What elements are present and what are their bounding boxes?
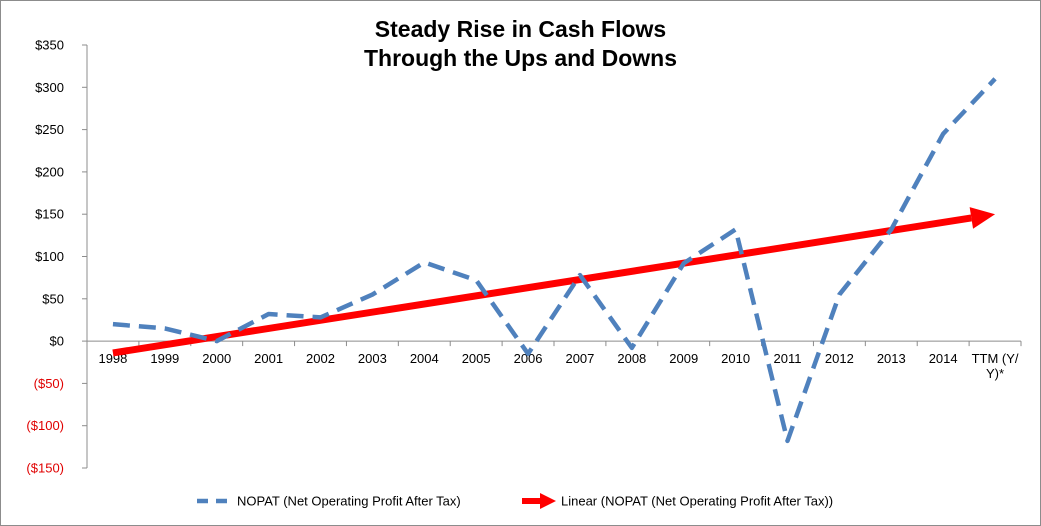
y-axis-ticks: $350 $300 $250 $200 $150 $100 $50 $0 ($50) ($100)… xyxy=(26,38,87,476)
y-tick-label: $150 xyxy=(35,207,64,222)
y-tick-label: $300 xyxy=(35,80,64,95)
x-tick-label: 2004 xyxy=(410,351,439,366)
legend-swatch-linear-head xyxy=(540,493,556,509)
x-tick-label: 2002 xyxy=(306,351,335,366)
nopat-line xyxy=(112,77,997,444)
trend-line-series xyxy=(112,207,996,357)
x-tick-label: 2010 xyxy=(721,351,750,366)
x-axis-ticks: 1998 1999 2000 2001 2002 2003 2004 2005 2006 2007… xyxy=(86,341,1022,381)
legend-label-nopat: NOPAT (Net Operating Profit After Tax) xyxy=(237,494,461,509)
y-tick-label: ($50) xyxy=(34,376,64,391)
x-tick-label: TTM (Y/Y)* xyxy=(972,351,1019,381)
y-tick-label: $0 xyxy=(50,334,64,349)
legend: NOPAT (Net Operating Profit After Tax) Li… xyxy=(197,493,833,509)
x-tick-label: 2006 xyxy=(514,351,543,366)
x-tick-label: 2005 xyxy=(462,351,491,366)
chart-title: Steady Rise in Cash Flows Through the Up… xyxy=(1,15,1040,73)
chart-title-line-2: Through the Ups and Downs xyxy=(363,45,678,71)
x-tick-label: 2008 xyxy=(617,351,646,366)
x-tick-label: 1999 xyxy=(150,351,179,366)
y-tick-label: $250 xyxy=(35,122,64,137)
nopat-series xyxy=(112,77,997,444)
x-tick-label: 2003 xyxy=(358,351,387,366)
y-tick-label: $200 xyxy=(35,164,64,179)
x-tick-label: 2001 xyxy=(254,351,283,366)
x-tick-label: 2014 xyxy=(929,351,958,366)
y-tick-label: $100 xyxy=(35,249,64,264)
trend-arrowhead xyxy=(969,207,996,229)
y-tick-label: ($100) xyxy=(26,418,64,433)
trend-line xyxy=(112,214,972,357)
x-tick-label: 2009 xyxy=(669,351,698,366)
y-tick-label: $50 xyxy=(42,291,64,306)
y-tick-label: $350 xyxy=(35,38,64,53)
chart-title-line-1: Steady Rise in Cash Flows xyxy=(374,16,667,42)
x-tick-label: 2000 xyxy=(202,351,231,366)
x-tick-label: 2007 xyxy=(565,351,594,366)
y-tick-label: ($150) xyxy=(26,461,64,476)
x-tick-label: 2012 xyxy=(825,351,854,366)
x-tick-label: 2013 xyxy=(877,351,906,366)
axes xyxy=(86,45,1021,468)
legend-label-linear: Linear (NOPAT (Net Operating Profit Afte… xyxy=(561,494,833,509)
x-tick-label: 2011 xyxy=(774,351,802,366)
